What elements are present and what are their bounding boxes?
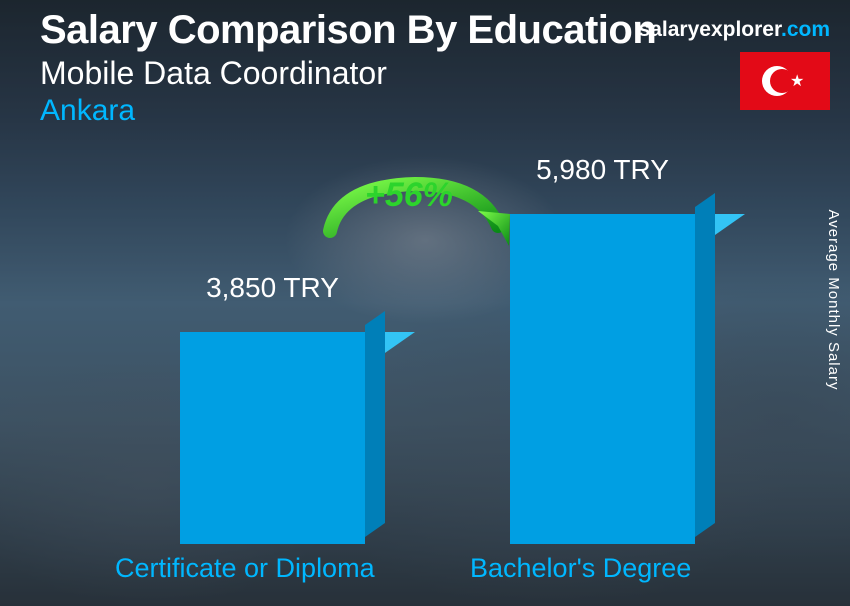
- chart-bar: 3,850 TRY: [180, 332, 365, 544]
- bar-value-label: 3,850 TRY: [180, 272, 365, 304]
- chart-bar: 5,980 TRY: [510, 214, 695, 544]
- delta-percentage: +56%: [365, 176, 453, 215]
- brand-text: salaryexplorer: [639, 18, 781, 41]
- bar-value-label: 5,980 TRY: [510, 154, 695, 186]
- brand-logo: salaryexplorer.com: [639, 18, 830, 42]
- bar-category-label: Bachelor's Degree: [470, 553, 691, 584]
- chart-area: +56% 3,850 TRY 5,980 TRY Certificate or D…: [0, 166, 850, 606]
- location-label: Ankara: [40, 94, 830, 128]
- delta-indicator: +56%: [310, 166, 520, 256]
- bar-category-label: Certificate or Diploma: [115, 553, 375, 584]
- brand-suffix: .com: [781, 18, 830, 41]
- country-flag-icon: ★: [740, 52, 830, 110]
- job-title: Mobile Data Coordinator: [40, 55, 830, 92]
